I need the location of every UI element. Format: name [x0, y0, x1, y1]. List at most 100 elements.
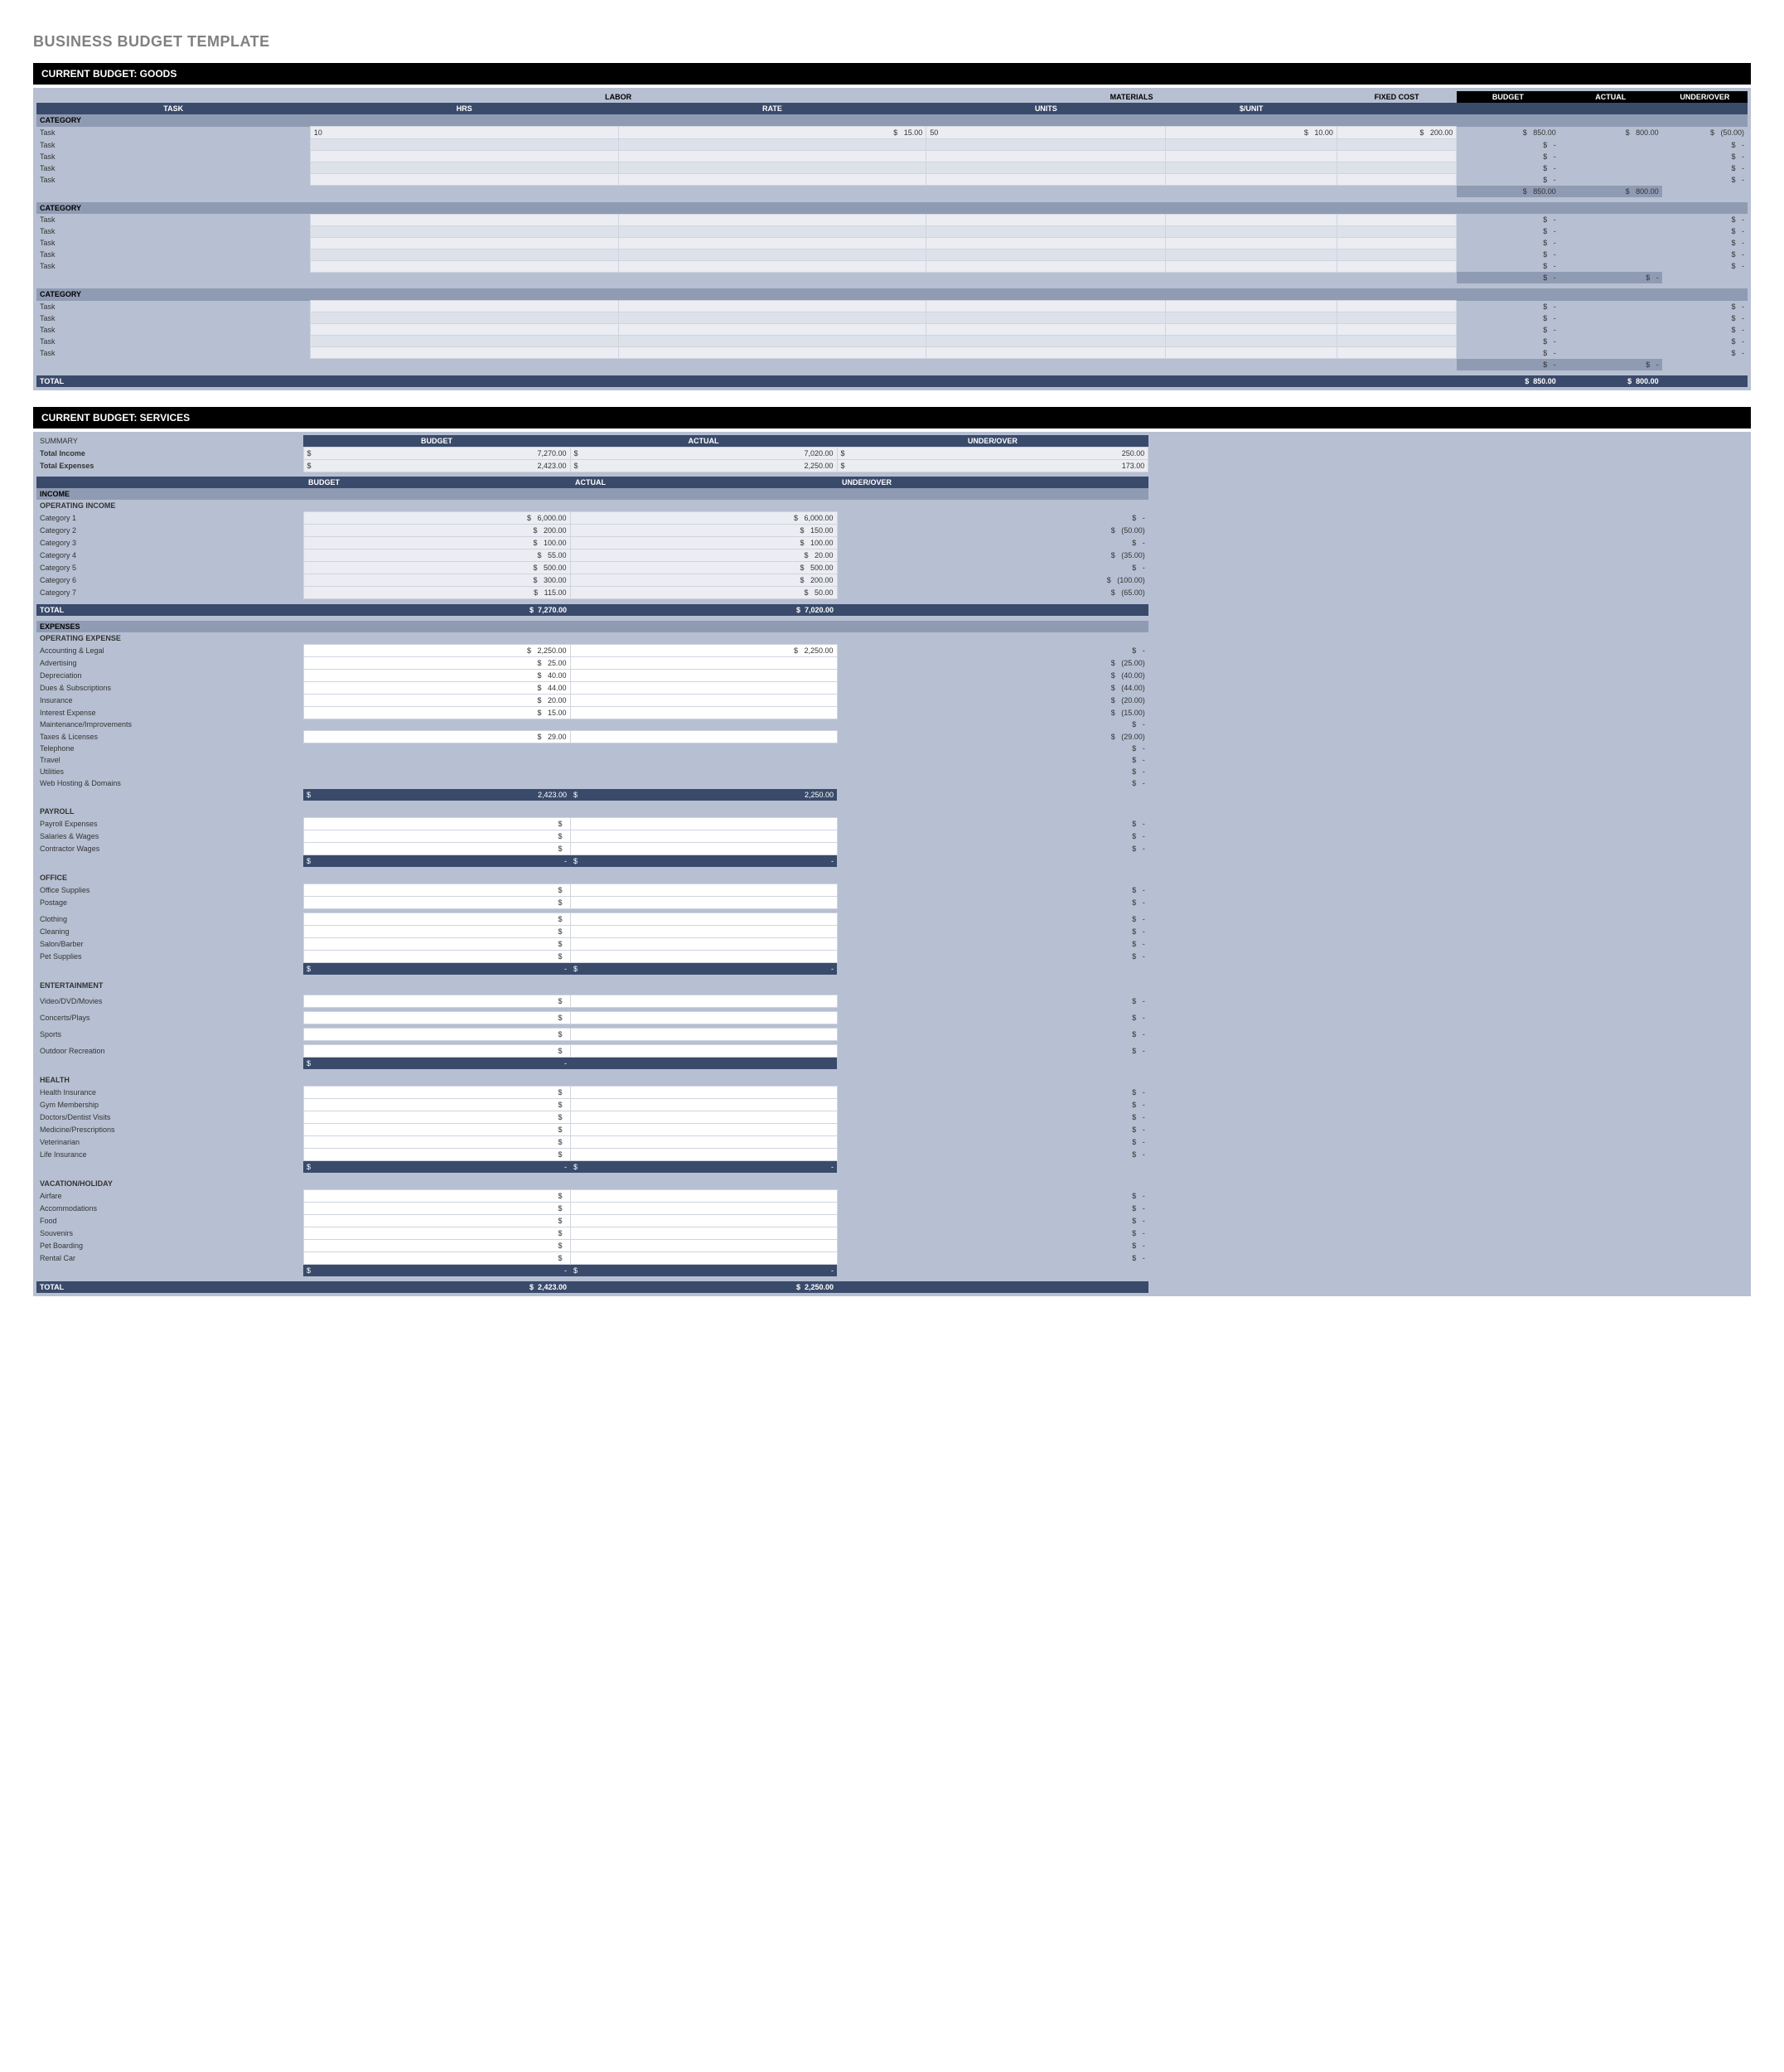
expense-actual[interactable]	[570, 897, 837, 909]
expense-actual[interactable]	[570, 1252, 837, 1265]
task-per-unit[interactable]	[1166, 301, 1337, 312]
income-actual[interactable]: $ 150.00	[570, 525, 837, 537]
task-rate[interactable]	[618, 139, 926, 151]
expense-actual[interactable]	[570, 1045, 837, 1058]
expense-actual[interactable]	[570, 818, 837, 830]
task-fixed[interactable]: $ 200.00	[1337, 127, 1457, 139]
task-units[interactable]	[926, 174, 1166, 186]
expense-actual[interactable]	[570, 938, 837, 951]
task-units[interactable]	[926, 214, 1166, 225]
task-fixed[interactable]	[1337, 347, 1457, 359]
task-per-unit[interactable]	[1166, 312, 1337, 324]
task-units[interactable]	[926, 139, 1166, 151]
task-fixed[interactable]	[1337, 139, 1457, 151]
task-hrs[interactable]	[310, 249, 618, 260]
expense-actual[interactable]	[570, 1190, 837, 1203]
expense-budget[interactable]: $	[303, 951, 570, 963]
expense-actual[interactable]	[570, 656, 837, 669]
task-per-unit[interactable]	[1166, 324, 1337, 336]
task-hrs[interactable]	[310, 324, 618, 336]
expense-budget[interactable]: $	[303, 830, 570, 843]
task-per-unit[interactable]: $ 10.00	[1166, 127, 1337, 139]
task-units[interactable]	[926, 347, 1166, 359]
task-per-unit[interactable]	[1166, 139, 1337, 151]
expense-budget[interactable]: $	[303, 1111, 570, 1124]
expense-actual[interactable]: $ 2,250.00	[570, 644, 837, 656]
task-units[interactable]	[926, 162, 1166, 174]
expense-actual[interactable]	[570, 681, 837, 694]
expense-budget[interactable]: $ 25.00	[303, 656, 570, 669]
income-actual[interactable]: $ 500.00	[570, 562, 837, 574]
task-hrs[interactable]	[310, 260, 618, 272]
expense-budget[interactable]: $	[303, 1124, 570, 1136]
expense-actual[interactable]	[570, 1240, 837, 1252]
expense-actual[interactable]	[570, 1087, 837, 1099]
task-per-unit[interactable]	[1166, 347, 1337, 359]
expense-budget[interactable]: $ 2,250.00	[303, 644, 570, 656]
expense-actual[interactable]	[570, 669, 837, 681]
task-fixed[interactable]	[1337, 174, 1457, 186]
task-units[interactable]	[926, 260, 1166, 272]
task-rate[interactable]	[618, 174, 926, 186]
income-budget[interactable]: $ 6,000.00	[303, 512, 570, 525]
task-per-unit[interactable]	[1166, 151, 1337, 162]
task-units[interactable]: 50	[926, 127, 1166, 139]
expense-actual[interactable]	[570, 1149, 837, 1161]
expense-actual[interactable]	[570, 706, 837, 719]
expense-actual[interactable]	[570, 1099, 837, 1111]
task-per-unit[interactable]	[1166, 237, 1337, 249]
task-units[interactable]	[926, 336, 1166, 347]
expense-budget[interactable]: $	[303, 1136, 570, 1149]
task-hrs[interactable]	[310, 162, 618, 174]
task-fixed[interactable]	[1337, 151, 1457, 162]
task-hrs[interactable]	[310, 237, 618, 249]
expense-budget[interactable]: $	[303, 843, 570, 855]
task-rate[interactable]	[618, 214, 926, 225]
task-per-unit[interactable]	[1166, 162, 1337, 174]
task-hrs[interactable]	[310, 214, 618, 225]
task-units[interactable]	[926, 312, 1166, 324]
task-fixed[interactable]	[1337, 249, 1457, 260]
expense-actual[interactable]	[570, 730, 837, 743]
income-actual[interactable]: $ 50.00	[570, 587, 837, 599]
expense-actual[interactable]	[570, 995, 837, 1008]
task-fixed[interactable]	[1337, 260, 1457, 272]
task-fixed[interactable]	[1337, 336, 1457, 347]
task-hrs[interactable]	[310, 301, 618, 312]
task-units[interactable]	[926, 151, 1166, 162]
expense-actual[interactable]	[570, 913, 837, 926]
expense-actual[interactable]	[570, 1111, 837, 1124]
task-hrs[interactable]	[310, 225, 618, 237]
expense-budget[interactable]: $	[303, 926, 570, 938]
task-rate[interactable]: $ 15.00	[618, 127, 926, 139]
task-per-unit[interactable]	[1166, 249, 1337, 260]
task-rate[interactable]	[618, 301, 926, 312]
task-rate[interactable]	[618, 324, 926, 336]
task-hrs[interactable]	[310, 139, 618, 151]
expense-budget[interactable]: $	[303, 1252, 570, 1265]
task-fixed[interactable]	[1337, 312, 1457, 324]
expense-budget[interactable]: $	[303, 1240, 570, 1252]
task-rate[interactable]	[618, 260, 926, 272]
task-rate[interactable]	[618, 162, 926, 174]
task-per-unit[interactable]	[1166, 214, 1337, 225]
expense-budget[interactable]: $	[303, 913, 570, 926]
expense-actual[interactable]	[570, 884, 837, 897]
income-budget[interactable]: $ 55.00	[303, 549, 570, 562]
task-hrs[interactable]	[310, 312, 618, 324]
task-hrs[interactable]	[310, 347, 618, 359]
task-fixed[interactable]	[1337, 301, 1457, 312]
income-actual[interactable]: $ 6,000.00	[570, 512, 837, 525]
task-rate[interactable]	[618, 151, 926, 162]
task-fixed[interactable]	[1337, 237, 1457, 249]
expense-budget[interactable]: $	[303, 1215, 570, 1227]
expense-actual[interactable]	[570, 1203, 837, 1215]
expense-budget[interactable]: $	[303, 1227, 570, 1240]
expense-budget[interactable]: $	[303, 995, 570, 1008]
task-rate[interactable]	[618, 225, 926, 237]
task-units[interactable]	[926, 324, 1166, 336]
income-budget[interactable]: $ 200.00	[303, 525, 570, 537]
expense-budget[interactable]: $	[303, 938, 570, 951]
expense-budget[interactable]: $	[303, 818, 570, 830]
expense-actual[interactable]	[570, 1215, 837, 1227]
